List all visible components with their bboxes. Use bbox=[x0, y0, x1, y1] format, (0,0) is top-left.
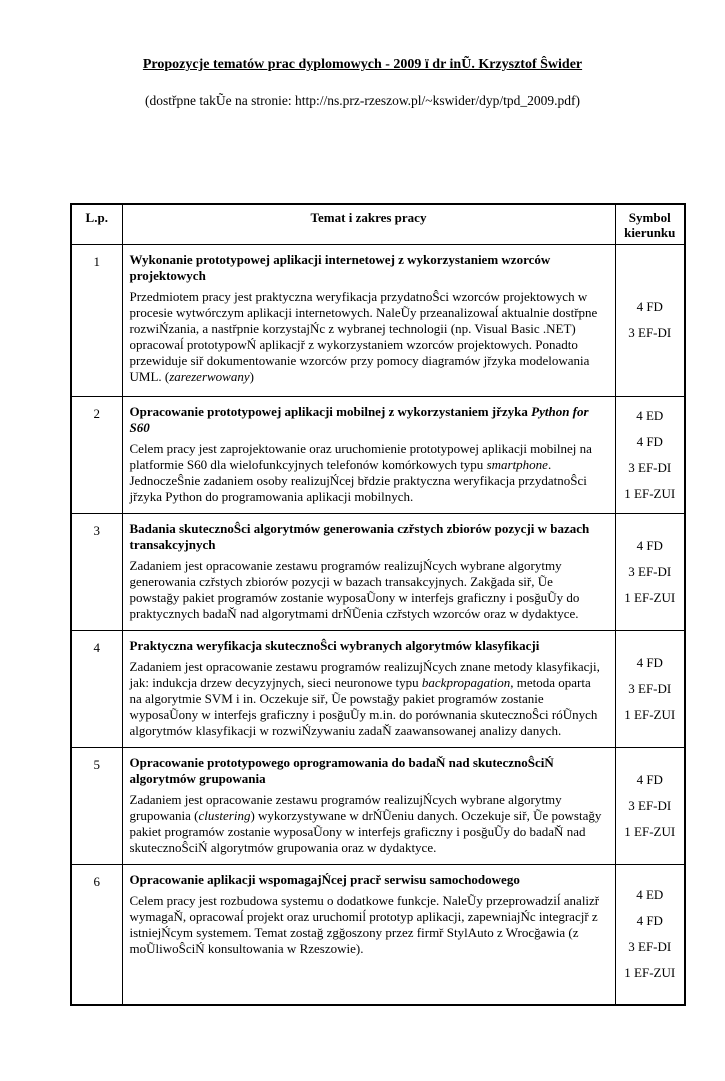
symbol-item: 3 EF-DI bbox=[628, 797, 672, 813]
topic-cell: Opracowanie aplikacji wspomagajŃcej prac… bbox=[121, 863, 616, 1006]
topic-cell: Wykonanie prototypowej aplikacji interne… bbox=[121, 243, 616, 397]
symbol-item: 3 EF-DI bbox=[628, 325, 672, 340]
symbol-item: 4 ED bbox=[636, 887, 664, 903]
table-row: 6 Opracowanie aplikacji wspomagajŃcej pr… bbox=[70, 863, 686, 1006]
topic-cell: Badania skutecznoŜci algorytmów generowa… bbox=[121, 512, 616, 631]
topic-title: Badania skutecznoŜci algorytmów generowa… bbox=[129, 520, 590, 552]
table-row: 3 Badania skutecznoŜci algorytmów genero… bbox=[70, 512, 686, 631]
topic-description: Zadaniem jest opracowanie zestawu progra… bbox=[129, 791, 602, 855]
topic-cell: Opracowanie prototypowego oprogramowania… bbox=[121, 746, 616, 865]
thesis-topics-table: L.p. Temat i zakres pracy Symbol kierunk… bbox=[70, 203, 686, 1006]
symbol-item: 1 EF-ZUI bbox=[624, 706, 676, 722]
row-number: 2 bbox=[70, 395, 123, 514]
topic-cell: Opracowanie prototypowej aplikacji mobil… bbox=[121, 395, 616, 514]
symbol-item: 4 FD bbox=[636, 299, 663, 314]
page-title: Propozycje tematów prac dyplomowych - 20… bbox=[142, 57, 583, 72]
row-number: 5 bbox=[70, 746, 123, 865]
table-row: 2 Opracowanie prototypowej aplikacji mob… bbox=[70, 395, 686, 514]
header-cell-symbol: Symbol kierunku bbox=[614, 203, 686, 245]
symbol-item: 4 ED bbox=[636, 407, 664, 423]
symbol-item: 3 EF-DI bbox=[628, 680, 672, 696]
symbol-item: 3 EF-DI bbox=[628, 563, 672, 579]
symbol-item: 1 EF-ZUI bbox=[624, 823, 676, 839]
table-row: 5 Opracowanie prototypowego oprogramowan… bbox=[70, 746, 686, 865]
header-cell-topic: Temat i zakres pracy bbox=[121, 203, 616, 245]
row-number: 4 bbox=[70, 629, 123, 748]
header-cell-lp: L.p. bbox=[70, 203, 123, 245]
symbol-item: 1 EF-ZUI bbox=[624, 965, 676, 981]
row-number: 1 bbox=[70, 243, 123, 397]
topic-title: Praktyczna weryfikacja skutecznoŜci wybr… bbox=[129, 637, 540, 653]
symbol-cell: 4 FD 3 EF-DI 1 EF-ZUI bbox=[614, 746, 686, 865]
symbol-cell: 4 FD 3 EF-DI 1 EF-ZUI bbox=[614, 629, 686, 748]
topic-title: Opracowanie prototypowego oprogramowania… bbox=[129, 754, 554, 786]
symbol-cell: 4 ED 4 FD 3 EF-DI 1 EF-ZUI bbox=[614, 863, 686, 1006]
page-subtitle: (dostřpne takŨe na stronie: http://ns.pr… bbox=[145, 93, 580, 108]
topic-description: Celem pracy jest zaprojektowanie oraz ur… bbox=[129, 440, 592, 504]
topic-cell: Praktyczna weryfikacja skutecznoŜci wybr… bbox=[121, 629, 616, 748]
table-row: 4 Praktyczna weryfikacja skutecznoŜci wy… bbox=[70, 629, 686, 748]
symbol-item: 1 EF-ZUI bbox=[624, 485, 676, 501]
symbol-item: 1 EF-ZUI bbox=[624, 589, 676, 605]
symbol-cell: 4 FD 3 EF-DI bbox=[614, 243, 686, 397]
symbol-item: 3 EF-DI bbox=[628, 939, 672, 955]
symbol-item: 3 EF-DI bbox=[628, 459, 672, 475]
table-row: 1 Wykonanie prototypowej aplikacji inter… bbox=[70, 243, 686, 397]
symbol-item: 4 FD bbox=[636, 537, 663, 553]
row-number: 6 bbox=[70, 863, 123, 1006]
symbol-cell: 4 ED 4 FD 3 EF-DI 1 EF-ZUI bbox=[614, 395, 686, 514]
symbol-cell: 4 FD 3 EF-DI 1 EF-ZUI bbox=[614, 512, 686, 631]
row-number: 3 bbox=[70, 512, 123, 631]
topic-description: Zadaniem jest opracowanie zestawu progra… bbox=[129, 557, 580, 621]
symbol-item: 4 FD bbox=[636, 913, 663, 929]
topic-title: Opracowanie aplikacji wspomagajŃcej prac… bbox=[129, 871, 520, 887]
symbol-item: 4 FD bbox=[636, 433, 663, 449]
topic-description: Zadaniem jest opracowanie zestawu progra… bbox=[129, 658, 600, 738]
topic-title: Opracowanie prototypowej aplikacji mobil… bbox=[129, 403, 589, 435]
topic-description: Przedmiotem pracy jest praktyczna weryfi… bbox=[129, 288, 598, 384]
topic-description: Celem pracy jest rozbudowa systemu o dod… bbox=[129, 892, 600, 956]
symbol-item: 4 FD bbox=[636, 771, 663, 787]
topic-title: Wykonanie prototypowej aplikacji interne… bbox=[129, 251, 551, 283]
symbol-item: 4 FD bbox=[636, 654, 663, 670]
table-header-row: L.p. Temat i zakres pracy Symbol kierunk… bbox=[70, 203, 686, 245]
